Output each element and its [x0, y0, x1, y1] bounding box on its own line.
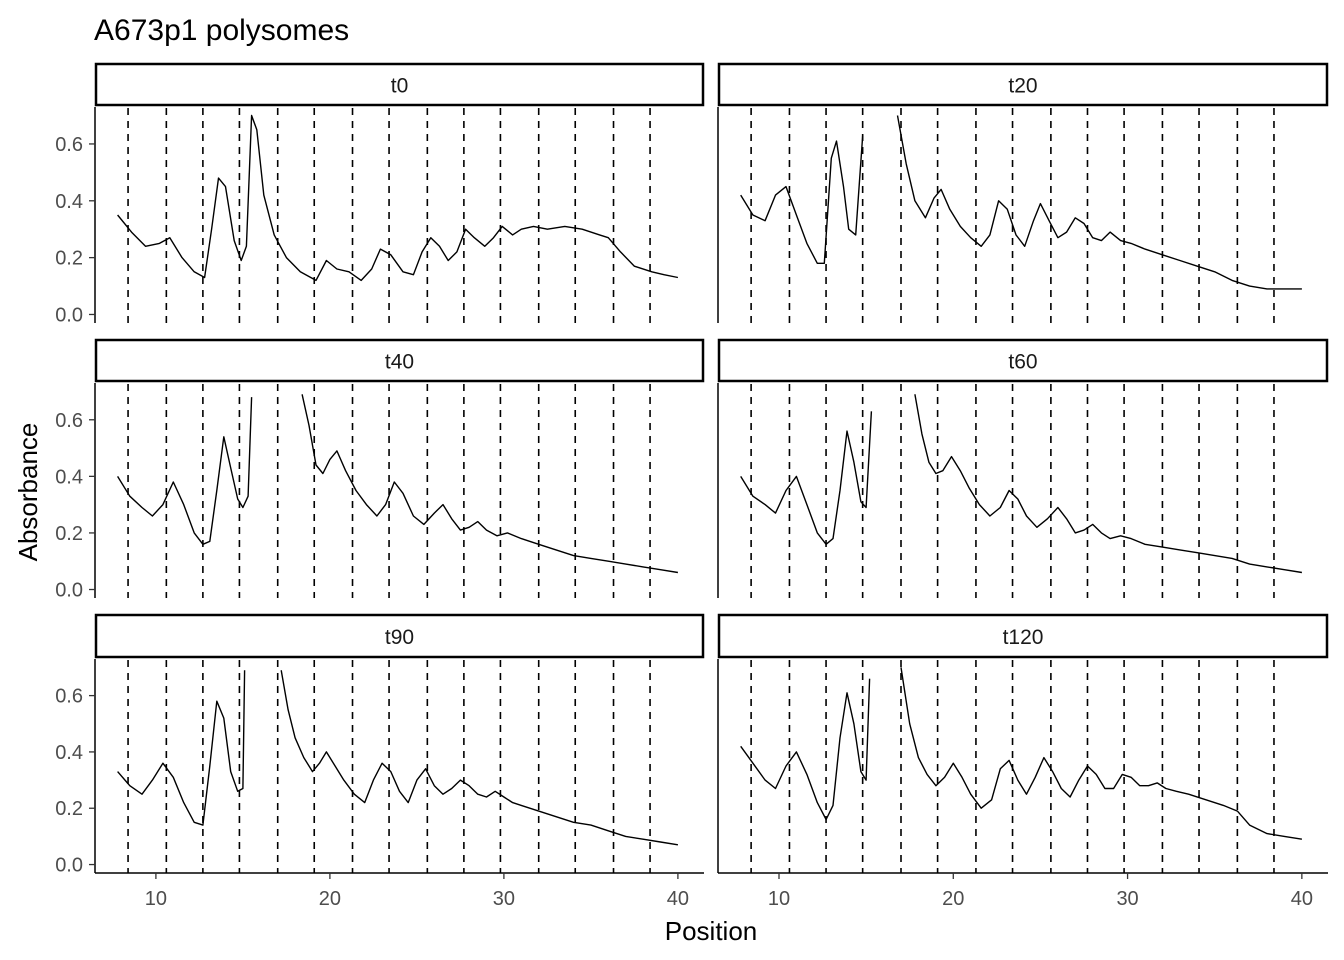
panel-t40-strip-label: t40 [385, 351, 414, 374]
panel-t120-x-tick-label-2: 30 [1116, 888, 1138, 910]
panel-t90-x-tick-label-1: 20 [319, 888, 341, 910]
panel-t40-strip [94, 338, 705, 383]
panel-t0-y-tick-label-1: 0.2 [55, 248, 83, 270]
panel-t90-x-tick-label-3: 40 [667, 888, 689, 910]
panel-t60-trace-segment-2 [914, 394, 1303, 574]
panel-t120-strip-label: t120 [1003, 626, 1044, 649]
panel-t0: t0 0.0 0.2 0.4 0.6 [55, 62, 705, 326]
panel-t90-y-tick-label-3: 0.6 [55, 686, 83, 708]
panel-t90-strip-label: t90 [385, 626, 414, 649]
chart-title: A673p1 polysomes [94, 14, 349, 47]
panel-t40-y-tick-label-3: 0.6 [55, 410, 83, 432]
facet-panels: t0 0.0 0.2 0.4 0.6 t20 t40 0.0 0.2 0.4 0.6 t60 t90 0.… [55, 62, 1329, 910]
panel-t20: t20 [717, 62, 1329, 323]
panel-t120-x-tick-label-0: 10 [768, 888, 790, 910]
panel-t120: t120 10 20 30 40 [717, 613, 1329, 910]
panel-t20-trace-segment-1 [740, 135, 864, 264]
panel-t0-y-tick-label-0: 0.0 [55, 304, 83, 326]
panel-t0-strip-label: t0 [391, 75, 409, 98]
y-axis-label: Absorbance [13, 423, 43, 562]
panel-t40-y-tick-label-0: 0.0 [55, 580, 83, 602]
panel-t60: t60 [717, 338, 1329, 598]
panel-t120-strip [717, 613, 1329, 659]
panel-t90-y-tick-label-1: 0.2 [55, 798, 83, 820]
panel-t90-x-tick-label-0: 10 [145, 888, 167, 910]
panel-t40-trace-segment-1 [117, 397, 253, 545]
panel-t40: t40 0.0 0.2 0.4 0.6 [55, 338, 705, 602]
panel-t90-y-tick-label-0: 0.0 [55, 855, 83, 877]
panel-t90-trace-segment-1 [117, 670, 246, 826]
panel-t20-strip [717, 62, 1329, 107]
panel-t90: t90 0.0 0.2 0.4 0.6 10 20 30 40 [55, 613, 705, 910]
panel-t0-strip [94, 62, 705, 107]
panel-t90-strip [94, 613, 705, 659]
panel-t40-y-tick-label-1: 0.2 [55, 523, 83, 545]
panel-t60-strip-label: t60 [1008, 351, 1037, 374]
panel-t40-trace-segment-2 [301, 394, 679, 574]
x-axis-label: Position [665, 916, 758, 946]
panel-t120-x-tick-label-3: 40 [1291, 888, 1313, 910]
panel-t60-strip [717, 338, 1329, 383]
panel-t0-trace-segment-1 [117, 114, 679, 282]
panel-t20-strip-label: t20 [1008, 75, 1037, 98]
panel-t90-trace-segment-2 [280, 670, 679, 846]
panel-t60-trace-segment-1 [740, 411, 873, 545]
panel-t90-x-tick-label-2: 30 [493, 888, 515, 910]
panel-t120-trace-segment-1 [740, 678, 871, 821]
panel-t90-y-tick-label-2: 0.4 [55, 742, 83, 764]
panel-t120-trace-segment-2 [900, 667, 1303, 840]
panel-t120-x-tick-label-1: 20 [942, 888, 964, 910]
panel-t0-y-tick-label-3: 0.6 [55, 134, 83, 156]
panel-t0-y-tick-label-2: 0.4 [55, 191, 83, 213]
panel-t40-y-tick-label-2: 0.4 [55, 466, 83, 488]
panel-t20-trace-segment-2 [896, 115, 1302, 290]
